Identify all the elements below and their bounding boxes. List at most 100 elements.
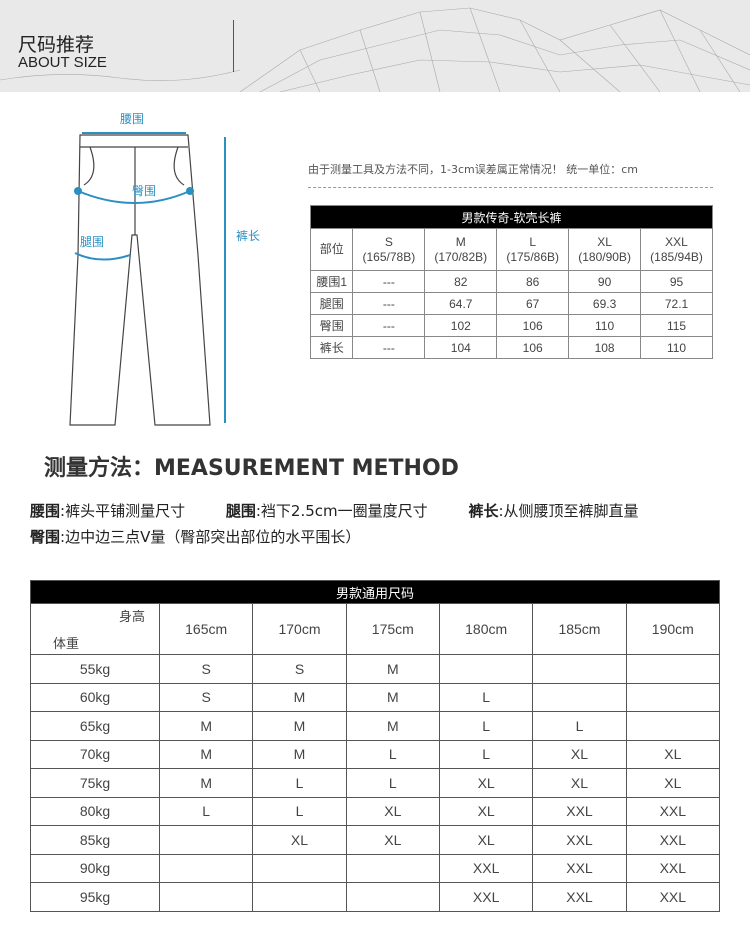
table-row: 55kg S S M — [30, 654, 721, 684]
weight-cell: 90kg — [30, 853, 160, 883]
size-name: S — [384, 234, 393, 249]
height-header: 190cm — [625, 603, 721, 655]
row-label: 腰围1 — [309, 270, 354, 293]
weight-cell: 60kg — [30, 682, 160, 712]
size-cell: XXL — [532, 882, 627, 912]
size-cell — [532, 682, 627, 712]
size-cell — [158, 882, 254, 912]
size-cell — [158, 825, 254, 855]
row-label: 臀围 — [309, 314, 354, 337]
size-cell — [345, 853, 440, 883]
size-cell: L — [252, 796, 347, 826]
size-header: XXL (185/94B) — [640, 228, 713, 271]
size-cell — [532, 654, 627, 684]
weight-cell: 95kg — [30, 882, 160, 912]
pants-diagram: 腰围 臀围 腿围 裤长 — [60, 105, 290, 439]
weight-cell: 75kg — [30, 768, 160, 798]
weight-label: 体重 — [53, 636, 80, 651]
table-row: 80kg L L XL XL XXL XXL — [30, 796, 721, 826]
weight-cell: 85kg — [30, 825, 160, 855]
size-header: M (170/82B) — [424, 228, 498, 271]
size-cell: M — [158, 711, 254, 741]
size-header: XL (180/90B) — [568, 228, 642, 271]
size-cell: XL — [625, 739, 721, 769]
table-cell: 69.3 — [568, 292, 642, 315]
size-spec: (165/78B) — [362, 249, 416, 264]
table-cell: --- — [352, 270, 426, 293]
pants-size-table: 男款传奇-软壳长裤 部位 S (165/78B) M (170/82B) L (175/86B… — [309, 205, 713, 359]
size-cell: M — [345, 711, 440, 741]
size-header: S (165/78B) — [352, 228, 426, 271]
size-name: XL — [597, 234, 612, 249]
table-cell: 86 — [496, 270, 570, 293]
size-cell: XXL — [438, 882, 534, 912]
table-row: 臀围 --- 102 106 110 115 — [309, 314, 713, 337]
table-row: 95kg XXL XXL XXL — [30, 882, 721, 912]
size-cell: XXL — [532, 853, 627, 883]
size-cell — [252, 882, 347, 912]
row-label: 裤长 — [309, 336, 354, 359]
method-thigh: 腿围:裆下2.5cm一圈量度尺寸 — [225, 502, 428, 520]
height-header: 180cm — [438, 603, 534, 655]
table-row: 60kg S M M L — [30, 682, 721, 712]
size-cell: L — [438, 682, 534, 712]
table-cell: 67 — [496, 292, 570, 315]
size-cell: L — [158, 796, 254, 826]
size-cell: XXL — [625, 796, 721, 826]
size-cell: XL — [532, 768, 627, 798]
size-cell: M — [158, 739, 254, 769]
size-cell: XXL — [625, 825, 721, 855]
size-cell: M — [345, 654, 440, 684]
row-label: 腿围 — [309, 292, 354, 315]
size-name: XXL — [665, 234, 688, 249]
size-cell: M — [252, 682, 347, 712]
table-cell: 72.1 — [640, 292, 713, 315]
size-name: M — [455, 234, 466, 249]
table-cell: --- — [352, 314, 426, 337]
size-spec: (185/94B) — [650, 249, 703, 264]
table-row: 腿围 --- 64.7 67 69.3 72.1 — [309, 292, 713, 315]
table-row: 裤长 --- 104 106 108 110 — [309, 336, 713, 359]
height-header: 165cm — [158, 603, 254, 655]
size-cell — [438, 654, 534, 684]
table-row: 腰围1 --- 82 86 90 95 — [309, 270, 713, 293]
size-cell: XL — [345, 796, 440, 826]
size-cell: XL — [625, 768, 721, 798]
table-header-row: 身高 体重 165cm 170cm 175cm 180cm 185cm 190cm — [30, 603, 721, 655]
size-cell: L — [532, 711, 627, 741]
method-waist: 腰围:裤头平铺测量尺寸 — [30, 502, 186, 520]
method-length: 裤长:从侧腰顶至裤脚直量 — [468, 502, 639, 520]
mountain-wireframe-graphic — [0, 7, 750, 92]
size-cell: XL — [532, 739, 627, 769]
size-cell: XL — [438, 825, 534, 855]
size-spec: (170/82B) — [434, 249, 488, 264]
size-cell: S — [252, 654, 347, 684]
size-spec: (175/86B) — [506, 249, 560, 264]
weight-cell: 70kg — [30, 739, 160, 769]
weight-cell: 80kg — [30, 796, 160, 826]
corner-cell: 身高 体重 — [30, 603, 160, 655]
size-cell: L — [252, 768, 347, 798]
size-cell: M — [345, 682, 440, 712]
table-row: 75kg M L L XL XL XL — [30, 768, 721, 798]
table-title-row: 男款传奇-软壳长裤 — [310, 205, 713, 229]
table-title-row: 男款通用尺码 — [30, 580, 720, 604]
size-cell — [625, 711, 721, 741]
table-cell: 95 — [640, 270, 713, 293]
size-cell — [625, 654, 721, 684]
size-cell: XXL — [438, 853, 534, 883]
height-header: 185cm — [532, 603, 627, 655]
size-cell: L — [438, 739, 534, 769]
height-header: 170cm — [252, 603, 347, 655]
size-name: L — [529, 234, 537, 249]
table-cell: --- — [352, 336, 426, 359]
thigh-label: 腿围 — [80, 235, 105, 249]
size-cell: XL — [252, 825, 347, 855]
table-cell: 102 — [424, 314, 498, 337]
corner-cell: 部位 — [309, 228, 354, 271]
size-cell: XL — [438, 796, 534, 826]
weight-cell: 65kg — [30, 711, 160, 741]
table-cell: 108 — [568, 336, 642, 359]
table-header-row: 部位 S (165/78B) M (170/82B) L (175/86B) XL (180/9… — [309, 228, 713, 271]
size-cell: XXL — [532, 796, 627, 826]
